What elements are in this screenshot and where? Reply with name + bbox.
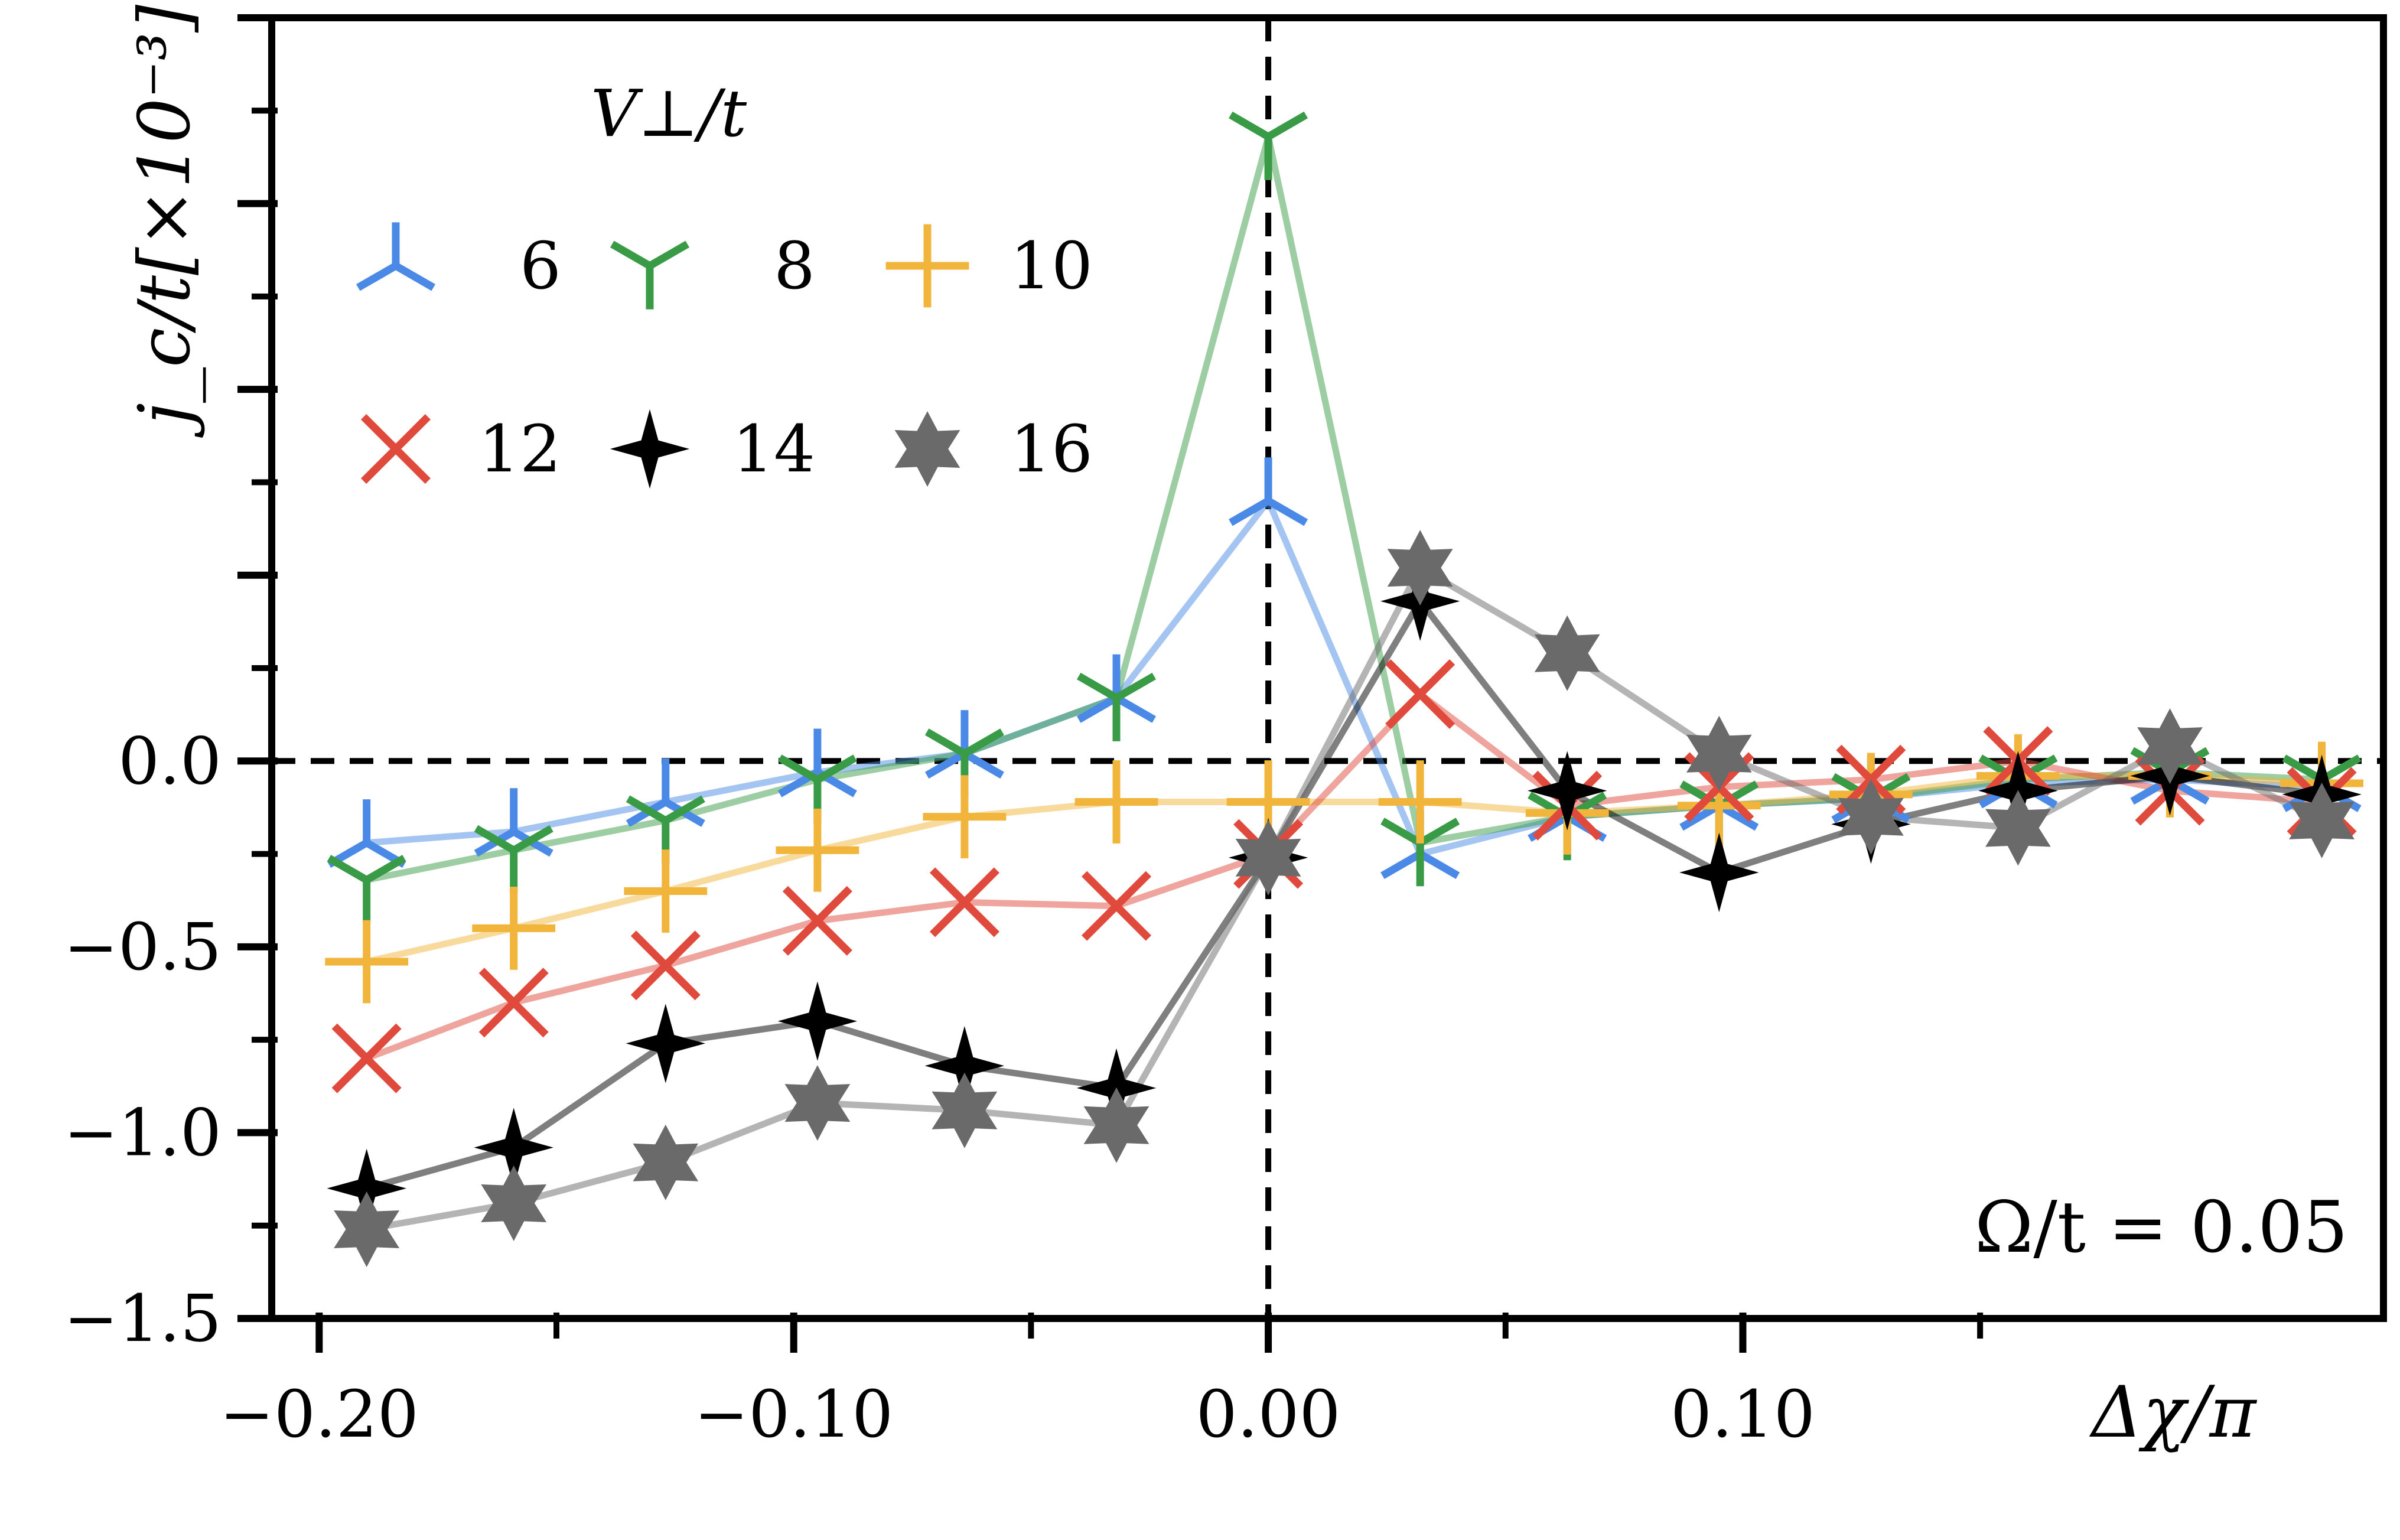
data-point-16 — [784, 1065, 851, 1141]
legend-label-16: 16 — [1010, 411, 1093, 487]
y-tick-label: −1.5 — [64, 1281, 222, 1356]
data-point-12 — [630, 930, 701, 1001]
legend-label-6: 6 — [520, 228, 561, 304]
data-point-10 — [776, 808, 859, 892]
x-axis-ticks: −0.20 −0.10 0.00 0.10 — [220, 1313, 1984, 1452]
legend-marker-6 — [356, 222, 435, 291]
x-tick-label: 0.10 — [1670, 1376, 1815, 1452]
data-point-6 — [1077, 654, 1156, 723]
y-tick-label: −1.0 — [64, 1095, 222, 1170]
parameter-annotation: Ω/t = 0.05 — [1975, 1187, 2348, 1269]
data-point-16 — [1387, 530, 1453, 606]
data-point-10 — [325, 920, 409, 1004]
data-point-12 — [478, 968, 549, 1038]
data-point-8 — [327, 855, 406, 924]
data-point-14 — [777, 981, 858, 1061]
data-point-8 — [474, 825, 553, 894]
data-point-14 — [327, 1148, 406, 1228]
data-point-10 — [1074, 760, 1158, 844]
legend-marker-10 — [885, 224, 969, 308]
legend-label-14: 14 — [732, 411, 815, 487]
data-point-16 — [1686, 715, 1752, 792]
legend-marker-14 — [610, 409, 690, 489]
series-markers — [325, 111, 2363, 1267]
data-point-14 — [474, 1108, 553, 1187]
data-point-12 — [782, 885, 852, 956]
data-point-10 — [624, 849, 708, 933]
legend-label-12: 12 — [478, 411, 561, 487]
data-point-14 — [1679, 832, 1759, 913]
data-point-16 — [1534, 615, 1600, 691]
data-point-8 — [1077, 672, 1156, 741]
legend-marker-12 — [361, 414, 431, 484]
series-line-16 — [366, 564, 2324, 1233]
legend-title: V⊥/t — [591, 76, 747, 151]
data-point-12 — [331, 1023, 402, 1093]
data-point-6 — [474, 788, 553, 857]
plot-frame — [268, 14, 2387, 1322]
data-point-12 — [1082, 871, 1151, 941]
data-point-16 — [2137, 708, 2203, 784]
data-point-16 — [932, 1072, 998, 1148]
data-point-14 — [924, 1026, 1005, 1106]
data-point-14 — [626, 1004, 705, 1083]
data-point-10 — [923, 775, 1007, 859]
data-point-16 — [1985, 790, 2051, 866]
data-point-16 — [2289, 782, 2355, 858]
x-tick-label: −0.10 — [694, 1376, 893, 1452]
data-point-16 — [334, 1191, 400, 1267]
data-point-8 — [1380, 818, 1460, 887]
reference-lines — [272, 18, 2383, 1318]
y-tick-label: 0.0 — [118, 723, 222, 799]
data-point-6 — [924, 710, 1004, 779]
data-point-6 — [626, 758, 705, 827]
legend-marker-8 — [610, 240, 689, 310]
x-tick-label: 0.00 — [1196, 1376, 1341, 1452]
x-tick-label: −0.20 — [220, 1376, 419, 1452]
y-axis-label: j_c/t[×10⁻³] — [124, 5, 206, 438]
data-point-12 — [929, 867, 999, 937]
y-tick-label: −0.5 — [64, 909, 222, 985]
legend-marker-16 — [894, 411, 960, 487]
series-lines — [365, 133, 2324, 1233]
data-point-16 — [633, 1124, 699, 1200]
legend-label-8: 8 — [774, 228, 815, 304]
y-axis-ticks: −1.5 −1.0 −0.5 0.0 — [64, 14, 278, 1356]
legend-label-10: 10 — [1010, 228, 1093, 304]
data-point-12 — [1385, 659, 1455, 730]
data-point-16 — [1235, 819, 1301, 896]
data-point-6 — [327, 799, 406, 868]
data-point-16 — [1083, 1087, 1149, 1163]
data-point-16 — [1838, 779, 1904, 855]
data-point-8 — [1229, 111, 1308, 180]
x-axis-label: Δχ/π — [2089, 1372, 2258, 1454]
legend: V⊥/t 6 8 10 12 14 16 — [356, 76, 1093, 489]
data-point-10 — [472, 887, 556, 970]
data-point-10 — [1378, 760, 1462, 844]
data-point-6 — [1229, 457, 1308, 526]
data-point-14 — [1528, 751, 1607, 831]
data-point-16 — [481, 1165, 547, 1241]
